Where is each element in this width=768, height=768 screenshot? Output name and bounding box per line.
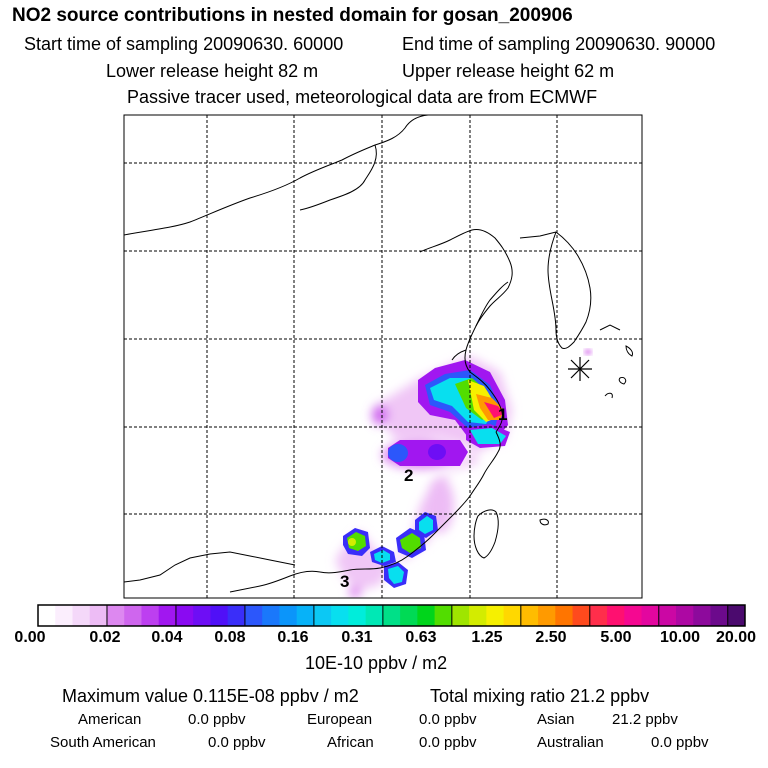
colorbar-swatch <box>89 605 108 626</box>
colorbar-swatch <box>503 605 522 626</box>
source-value-south-american: 0.0 ppbv <box>208 734 266 751</box>
colorbar-swatch <box>72 605 91 626</box>
map-frame <box>123 114 643 599</box>
colorbar-swatch <box>727 605 746 626</box>
colorbar-swatch <box>227 605 246 626</box>
source-value-american: 0.0 ppbv <box>188 711 246 728</box>
colorbar-tick: 10.00 <box>659 629 701 646</box>
colorbar-tick: 0.00 <box>14 629 46 646</box>
colorbar-swatch <box>417 605 436 626</box>
source-name-african: African <box>327 734 374 751</box>
region-label-2: 2 <box>404 466 414 485</box>
colorbar-swatch <box>175 605 194 626</box>
colorbar-swatch <box>641 605 660 626</box>
colorbar-swatch <box>331 605 349 626</box>
colorbar-swatch <box>106 605 125 626</box>
colorbar-swatch <box>589 605 608 626</box>
colorbar-swatch <box>676 605 694 626</box>
lower-release-height: Lower release height 82 m <box>106 61 319 81</box>
concentration-plume <box>335 349 592 598</box>
region-label-3: 3 <box>340 572 350 591</box>
colorbar-swatch <box>55 605 73 626</box>
colorbar-swatch <box>400 605 418 626</box>
colorbar-swatch <box>262 605 280 626</box>
colorbar-tick: 5.00 <box>600 629 632 646</box>
receptor-asterisk-icon <box>568 357 592 381</box>
map-area <box>124 115 642 598</box>
source-name-american: American <box>78 711 142 728</box>
colorbar-swatch <box>451 605 470 626</box>
tracer-note: Passive tracer used, meteorological data… <box>127 87 598 107</box>
colorbar-swatch <box>210 605 229 626</box>
colorbar-tick: 0.02 <box>89 629 121 646</box>
maximum-value: Maximum value 0.115E-08 ppbv / m2 <box>62 686 359 706</box>
colorbar-swatch <box>710 605 729 626</box>
colorbar-tick: 0.63 <box>405 629 437 646</box>
colorbar-swatch <box>434 605 453 626</box>
coastline <box>124 115 633 593</box>
colorbar-swatch <box>348 605 367 626</box>
upper-release-height: Upper release height 62 m <box>402 61 615 81</box>
source-value-asian: 21.2 ppbv <box>612 711 678 728</box>
colorbar-tick: 1.25 <box>471 629 503 646</box>
colorbar-swatch <box>124 605 142 626</box>
colorbar-swatch <box>141 605 160 626</box>
source-name-south-american: South American <box>50 734 156 751</box>
colorbar-tick: 2.50 <box>535 629 567 646</box>
colorbar-tick: 0.04 <box>151 629 183 646</box>
colorbar-swatch <box>520 605 539 626</box>
region-label-1: 1 <box>498 405 508 424</box>
colorbar-tick: 0.08 <box>214 629 246 646</box>
colorbar-swatch <box>296 605 315 626</box>
colorbar-frame <box>37 604 746 627</box>
colorbar <box>37 604 746 627</box>
colorbar-tick: 0.16 <box>277 629 309 646</box>
colorbar-tick: 20.00 <box>715 629 757 646</box>
colorbar-swatch <box>693 605 712 626</box>
colorbar-swatch <box>313 605 332 626</box>
start-time: Start time of sampling 20090630. 60000 <box>24 34 344 54</box>
colorbar-swatch <box>538 605 556 626</box>
colorbar-swatch <box>555 605 574 626</box>
colorbar-swatch <box>158 605 177 626</box>
colorbar-swatch <box>38 605 56 626</box>
colorbar-tick: 0.31 <box>341 629 373 646</box>
source-name-european: European <box>307 711 373 728</box>
colorbar-swatch <box>365 605 384 626</box>
colorbar-swatch <box>607 605 625 626</box>
colorbar-swatch <box>382 605 401 626</box>
source-value-european: 0.0 ppbv <box>419 711 477 728</box>
colorbar-swatch <box>193 605 211 626</box>
source-value-african: 0.0 ppbv <box>419 734 477 751</box>
graticule <box>124 115 642 598</box>
colorbar-swatch <box>624 605 643 626</box>
colorbar-swatch <box>244 605 263 626</box>
colorbar-swatch <box>279 605 298 626</box>
colorbar-swatch <box>572 605 591 626</box>
source-value-australian: 0.0 ppbv <box>651 734 709 751</box>
end-time: End time of sampling 20090630. 90000 <box>402 34 716 54</box>
colorbar-units: 10E-10 ppbv / m2 <box>305 653 448 673</box>
colorbar-swatch <box>658 605 677 626</box>
colorbar-swatch <box>469 605 487 626</box>
total-mixing-ratio: Total mixing ratio 21.2 ppbv <box>430 686 650 706</box>
colorbar-swatch <box>486 605 505 626</box>
source-name-asian: Asian <box>537 711 575 728</box>
source-name-australian: Australian <box>537 734 604 751</box>
page-title: NO2 source contributions in nested domai… <box>12 5 573 26</box>
